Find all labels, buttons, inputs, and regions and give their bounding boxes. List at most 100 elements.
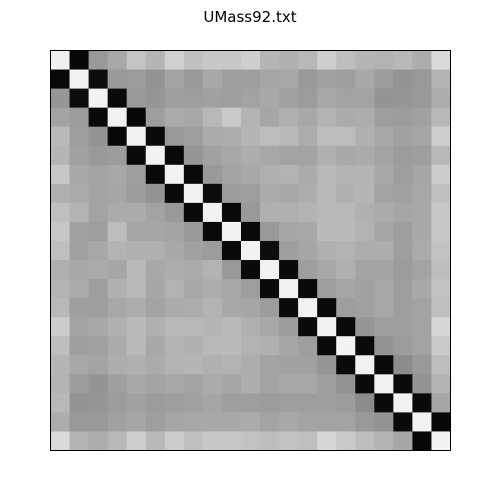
heatmap-cell-19-7: [183, 412, 204, 432]
heatmap-cell-18-14: [317, 393, 337, 413]
heatmap-cell-6-4: [126, 164, 147, 185]
heatmap-cell-18-17: [374, 393, 394, 413]
heatmap-cell-13-0: [50, 298, 70, 318]
heatmap-cell-17-8: [202, 374, 223, 394]
heatmap-cell-16-16: [355, 355, 375, 375]
heatmap-cell-9-2: [88, 221, 109, 242]
heatmap-cell-12-4: [126, 279, 147, 299]
heatmap-cell-16-20: [431, 355, 451, 375]
heatmap-cell-8-3: [107, 202, 128, 223]
heatmap-cell-4-18: [393, 126, 413, 147]
heatmap-cell-11-6: [164, 260, 185, 280]
heatmap-cell-6-8: [202, 164, 223, 185]
heatmap-cell-13-12: [279, 298, 299, 318]
heatmap-cell-12-13: [298, 279, 318, 299]
heatmap-cell-1-10: [240, 69, 261, 89]
heatmap-cell-0-5: [145, 50, 166, 70]
heatmap-cell-2-8: [202, 88, 223, 109]
heatmap-cell-20-7: [183, 431, 204, 451]
heatmap-cell-15-14: [317, 336, 337, 356]
heatmap-cell-5-18: [393, 145, 413, 166]
heatmap-cell-6-6: [164, 164, 185, 185]
heatmap-cell-17-17: [374, 374, 394, 394]
heatmap-cell-1-8: [202, 69, 223, 89]
heatmap-cell-14-9: [221, 317, 242, 337]
heatmap-cell-6-2: [88, 164, 109, 185]
heatmap-cell-20-2: [88, 431, 109, 451]
heatmap-cell-6-0: [50, 164, 70, 185]
heatmap-cell-8-0: [50, 202, 70, 223]
heatmap-cell-19-10: [240, 412, 261, 432]
heatmap-cell-11-4: [126, 260, 147, 280]
heatmap-cell-13-6: [164, 298, 185, 318]
heatmap-cell-7-6: [164, 183, 185, 204]
heatmap-cell-15-2: [88, 336, 109, 356]
heatmap-cell-6-11: [260, 164, 280, 185]
heatmap-cell-17-11: [260, 374, 280, 394]
heatmap-cell-6-18: [393, 164, 413, 185]
heatmap-cell-11-20: [431, 260, 451, 280]
heatmap-cell-18-9: [221, 393, 242, 413]
heatmap-cell-4-11: [260, 126, 280, 147]
heatmap-cell-11-16: [355, 260, 375, 280]
heatmap-cell-2-2: [88, 88, 109, 109]
heatmap-cell-8-7: [183, 202, 204, 223]
heatmap-cell-9-5: [145, 221, 166, 242]
heatmap-cell-0-20: [431, 50, 451, 70]
heatmap-cell-18-16: [355, 393, 375, 413]
heatmap-cell-10-8: [202, 240, 223, 261]
heatmap-cell-15-6: [164, 336, 185, 356]
heatmap-cell-1-12: [279, 69, 299, 89]
heatmap-cell-20-19: [412, 431, 432, 451]
heatmap-cell-14-0: [50, 317, 70, 337]
heatmap-cell-20-16: [355, 431, 375, 451]
heatmap-cell-14-16: [355, 317, 375, 337]
heatmap-cell-0-0: [50, 50, 70, 70]
heatmap-cell-17-19: [412, 374, 432, 394]
heatmap-cell-5-16: [355, 145, 375, 166]
heatmap-cell-10-15: [336, 240, 356, 261]
heatmap-cell-8-4: [126, 202, 147, 223]
heatmap-cell-8-17: [374, 202, 394, 223]
heatmap-cell-2-19: [412, 88, 432, 109]
heatmap-cell-17-14: [317, 374, 337, 394]
heatmap-cell-15-1: [69, 336, 89, 356]
heatmap-cell-8-11: [260, 202, 280, 223]
heatmap-cell-4-13: [298, 126, 318, 147]
heatmap-cell-9-3: [107, 221, 128, 242]
heatmap-cell-11-0: [50, 260, 70, 280]
heatmap-cell-13-15: [336, 298, 356, 318]
heatmap-cell-6-12: [279, 164, 299, 185]
heatmap-cell-4-12: [279, 126, 299, 147]
heatmap-cell-15-10: [240, 336, 261, 356]
heatmap-cell-10-2: [88, 240, 109, 261]
heatmap-cell-14-11: [260, 317, 280, 337]
heatmap-cell-18-15: [336, 393, 356, 413]
heatmap-cell-8-14: [317, 202, 337, 223]
heatmap-cell-9-6: [164, 221, 185, 242]
heatmap-cell-14-6: [164, 317, 185, 337]
heatmap-cell-7-16: [355, 183, 375, 204]
heatmap-cell-15-12: [279, 336, 299, 356]
heatmap-cell-19-13: [298, 412, 318, 432]
heatmap-cell-11-13: [298, 260, 318, 280]
heatmap-cell-4-7: [183, 126, 204, 147]
heatmap-cell-2-4: [126, 88, 147, 109]
heatmap-cell-12-9: [221, 279, 242, 299]
heatmap-cell-3-3: [107, 107, 128, 128]
heatmap-cell-3-9: [221, 107, 242, 128]
heatmap-cell-0-18: [393, 50, 413, 70]
heatmap-cell-2-1: [69, 88, 89, 109]
heatmap-cell-0-17: [374, 50, 394, 70]
heatmap-cell-13-16: [355, 298, 375, 318]
heatmap-cell-16-2: [88, 355, 109, 375]
heatmap-cell-6-17: [374, 164, 394, 185]
heatmap-cell-12-7: [183, 279, 204, 299]
heatmap-cell-9-10: [240, 221, 261, 242]
heatmap-cell-10-12: [279, 240, 299, 261]
heatmap-cell-1-2: [88, 69, 109, 89]
heatmap-cell-19-11: [260, 412, 280, 432]
heatmap-cell-11-15: [336, 260, 356, 280]
heatmap-cell-17-10: [240, 374, 261, 394]
heatmap-cell-20-11: [260, 431, 280, 451]
